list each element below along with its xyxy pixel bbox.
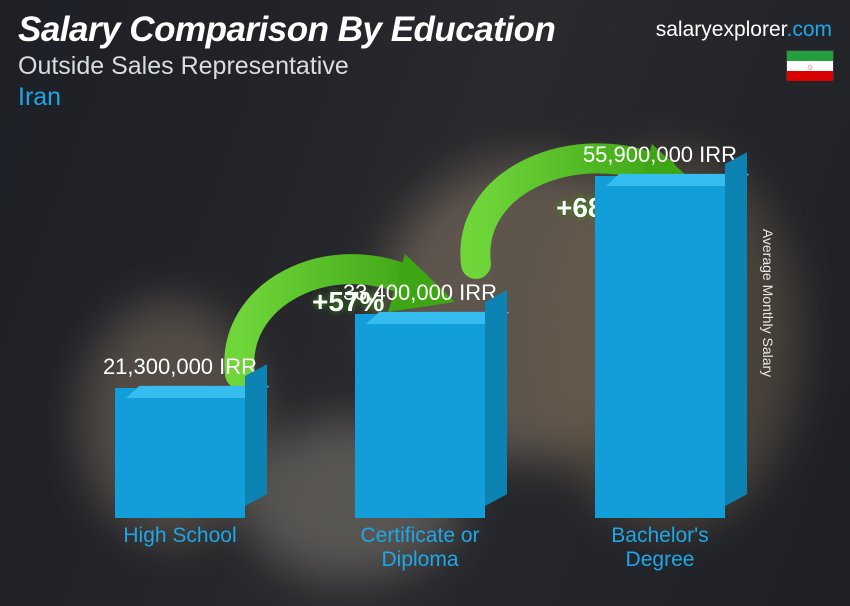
chart-title: Salary Comparison By Education — [18, 10, 555, 50]
brand-name: salaryexplorer — [656, 18, 787, 41]
x-axis-label: Bachelor'sDegree — [560, 524, 760, 576]
bar-group: 55,900,000 IRR — [560, 142, 760, 518]
bar-front-face — [595, 176, 725, 518]
bar-value-label: 21,300,000 IRR — [103, 354, 257, 380]
flag-stripe — [787, 51, 833, 61]
chart-subtitle: Outside Sales Representative — [18, 52, 555, 81]
iran-flag-icon: ۞ — [786, 50, 834, 80]
bar-side-face — [725, 152, 747, 506]
bar-chart: +57% +68% 21,300,000 IRR 33,400,000 IRR — [60, 136, 780, 576]
bar-group: 21,300,000 IRR — [80, 354, 280, 518]
bar-group: 33,400,000 IRR — [320, 280, 520, 518]
bar-front-face — [355, 314, 485, 518]
x-axis-labels: High School Certificate orDiploma Bachel… — [60, 524, 780, 576]
chart-header: Salary Comparison By Education Outside S… — [18, 10, 555, 112]
bar — [355, 314, 485, 518]
flag-stripe — [787, 71, 833, 81]
brand-logo: salaryexplorer.com — [656, 18, 832, 42]
x-axis-label: High School — [80, 524, 280, 576]
bar-front-face — [115, 388, 245, 518]
flag-emblem-icon: ۞ — [805, 61, 815, 71]
bars-container: 21,300,000 IRR 33,400,000 IRR 55,900,000… — [60, 136, 780, 518]
flag-stripe: ۞ — [787, 61, 833, 71]
bar — [595, 176, 725, 518]
bar — [115, 388, 245, 518]
bar-value-label: 33,400,000 IRR — [343, 280, 497, 306]
bar-side-face — [485, 290, 507, 506]
chart-country: Iran — [18, 83, 555, 112]
x-axis-label: Certificate orDiploma — [320, 524, 520, 576]
bar-side-face — [245, 364, 267, 506]
brand-tld: .com — [786, 18, 832, 41]
bar-value-label: 55,900,000 IRR — [583, 142, 737, 168]
